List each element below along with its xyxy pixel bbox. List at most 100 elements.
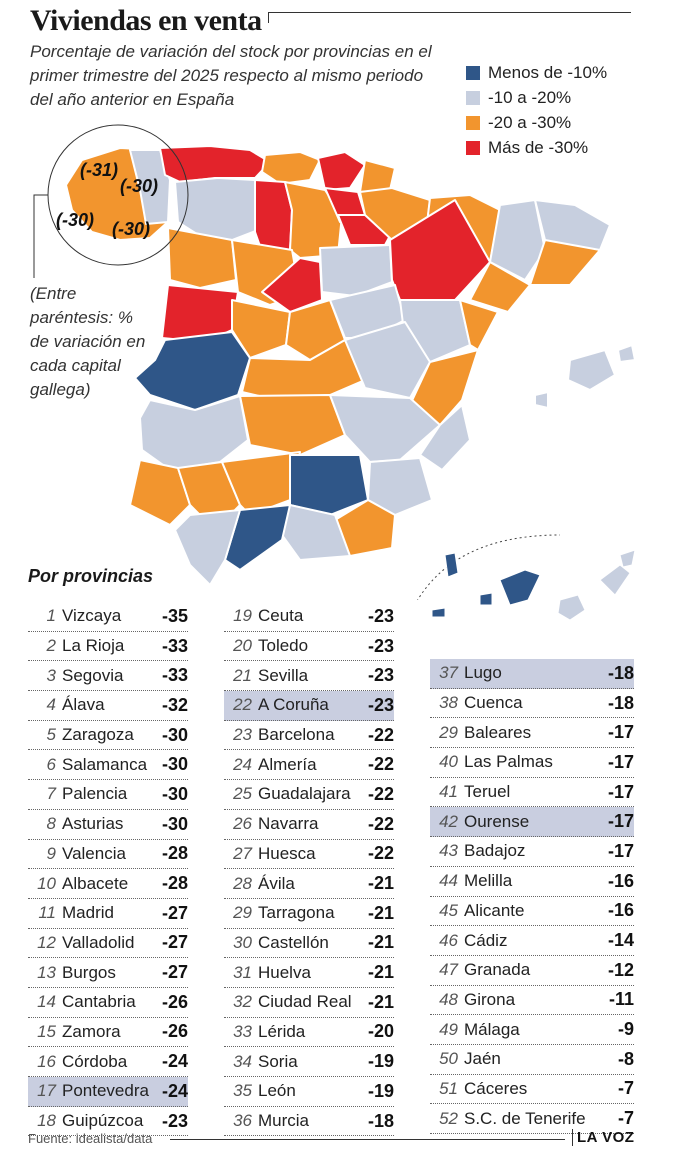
row-rank: 50 (439, 1049, 458, 1069)
table-row: 48 Girona -11 (430, 986, 634, 1016)
table-row: 50 Jaén -8 (430, 1045, 634, 1075)
row-rank: 4 (46, 695, 56, 715)
region-alicante (419, 404, 471, 471)
table-row: 33 Lérida -20 (224, 1018, 394, 1048)
region-jaen (289, 454, 369, 516)
row-rank: 37 (439, 663, 458, 683)
legend-item: Más de -30% (466, 135, 607, 160)
brand-logo: LA VOZ (572, 1129, 634, 1146)
row-province: S.C. de Tenerife (464, 1108, 586, 1128)
row-province: Valladolid (62, 932, 135, 952)
row-rank: 11 (38, 903, 56, 923)
table-row: 13 Burgos -27 (28, 958, 188, 988)
region-valencia (409, 349, 479, 426)
row-rank: 18 (37, 1111, 56, 1131)
region-tarragona (469, 261, 531, 313)
region-baleares (534, 344, 636, 409)
region-lanzarote (619, 549, 636, 568)
row-value: -16 (607, 870, 634, 891)
row-value: -30 (161, 813, 188, 834)
row-rank: 21 (233, 665, 252, 685)
table-row: 40 Las Palmas -17 (430, 748, 634, 778)
row-rank: 26 (233, 814, 252, 834)
table-row: 21 Sevilla -23 (224, 661, 394, 692)
table-row: 18 Guipúzcoa -23 (28, 1107, 188, 1137)
row-value: -17 (607, 840, 634, 861)
row-rank: 14 (37, 992, 56, 1012)
row-value: -23 (367, 635, 394, 656)
row-value: -33 (161, 665, 188, 686)
region-tenerife (499, 569, 541, 606)
row-value: -22 (367, 754, 394, 775)
row-province: Zaragoza (62, 725, 134, 745)
row-province: Albacete (62, 873, 129, 893)
row-province: Ceuta (258, 606, 304, 626)
table-row: 27 Huesca -22 (224, 840, 394, 870)
table-row: 11 Madrid -27 (28, 899, 188, 929)
table-row: 28 Ávila -21 (224, 869, 394, 899)
row-rank: 12 (37, 932, 56, 952)
table-row: 41 Teruel -17 (430, 778, 634, 808)
row-value: -26 (161, 991, 188, 1012)
region-rioja (337, 214, 393, 246)
row-value: -22 (367, 724, 394, 745)
table-row: 26 Navarra -22 (224, 810, 394, 840)
row-value: -14 (607, 930, 634, 951)
row-province: Pontevedra (62, 1081, 149, 1101)
table-row: 47 Granada -12 (430, 956, 634, 986)
row-value: -17 (607, 722, 634, 743)
row-rank: 44 (439, 871, 458, 891)
row-value: -19 (367, 1080, 394, 1101)
row-value: -17 (607, 751, 634, 772)
row-value: -17 (607, 811, 634, 832)
row-rank: 49 (439, 1019, 458, 1039)
row-value: -23 (161, 1110, 188, 1131)
row-province: Vizcaya (62, 606, 122, 626)
row-province: A Coruña (258, 695, 329, 715)
row-province: Cáceres (464, 1078, 528, 1098)
legend-label: -10 a -20% (488, 87, 572, 107)
row-province: Navarra (258, 814, 319, 834)
row-rank: 16 (37, 1051, 56, 1071)
inset-leader-line (33, 194, 48, 278)
row-value: -30 (161, 754, 188, 775)
region-granada (281, 504, 351, 561)
table-row: 6 Salamanca -30 (28, 750, 188, 781)
row-province: La Rioja (62, 636, 125, 656)
table-row: 49 Málaga -9 (430, 1015, 634, 1045)
row-value: -19 (367, 1051, 394, 1072)
table-row: 35 León -19 (224, 1077, 394, 1107)
table-row: 52 S.C. de Tenerife -7 (430, 1104, 634, 1134)
table-row: 38 Cuenca -18 (430, 689, 634, 719)
row-province: Palencia (62, 784, 128, 804)
row-province: Tarragona (258, 903, 335, 923)
row-province: Lugo (464, 663, 502, 683)
table-row: 34 Soria -19 (224, 1047, 394, 1077)
ranking-column-1: 1 Vizcaya -35 2 La Rioja -33 3 Segovia -33 4 Álava… (28, 602, 188, 1137)
table-row: 42 Ourense -17 (430, 807, 634, 838)
row-rank: 30 (233, 932, 252, 952)
row-value: -33 (161, 635, 188, 656)
table-row: 22 A Coruña -23 (224, 691, 394, 721)
row-rank: 41 (439, 782, 458, 802)
row-rank: 43 (439, 841, 458, 861)
row-value: -26 (161, 1021, 188, 1042)
row-province: Huesca (258, 843, 316, 863)
region-ciudad-real (239, 394, 346, 456)
legend: Menos de -10% -10 a -20% -20 a -30% Más … (466, 60, 607, 160)
table-row: 45 Alicante -16 (430, 897, 634, 927)
row-rank: 51 (439, 1078, 458, 1098)
row-province: Cuenca (464, 693, 523, 713)
row-value: -21 (367, 873, 394, 894)
row-value: -7 (617, 1078, 634, 1099)
row-province: Guipúzcoa (62, 1111, 144, 1131)
region-almeria (334, 499, 396, 557)
table-row: 44 Melilla -16 (430, 867, 634, 897)
table-row: 31 Huelva -21 (224, 958, 394, 988)
region-cuenca (344, 321, 431, 399)
table-row: 46 Cádiz -14 (430, 926, 634, 956)
footer-rule (170, 1139, 565, 1140)
page-title: Viviendas en venta (30, 4, 262, 37)
table-row: 37 Lugo -18 (430, 659, 634, 689)
row-province: Lérida (258, 1021, 306, 1041)
